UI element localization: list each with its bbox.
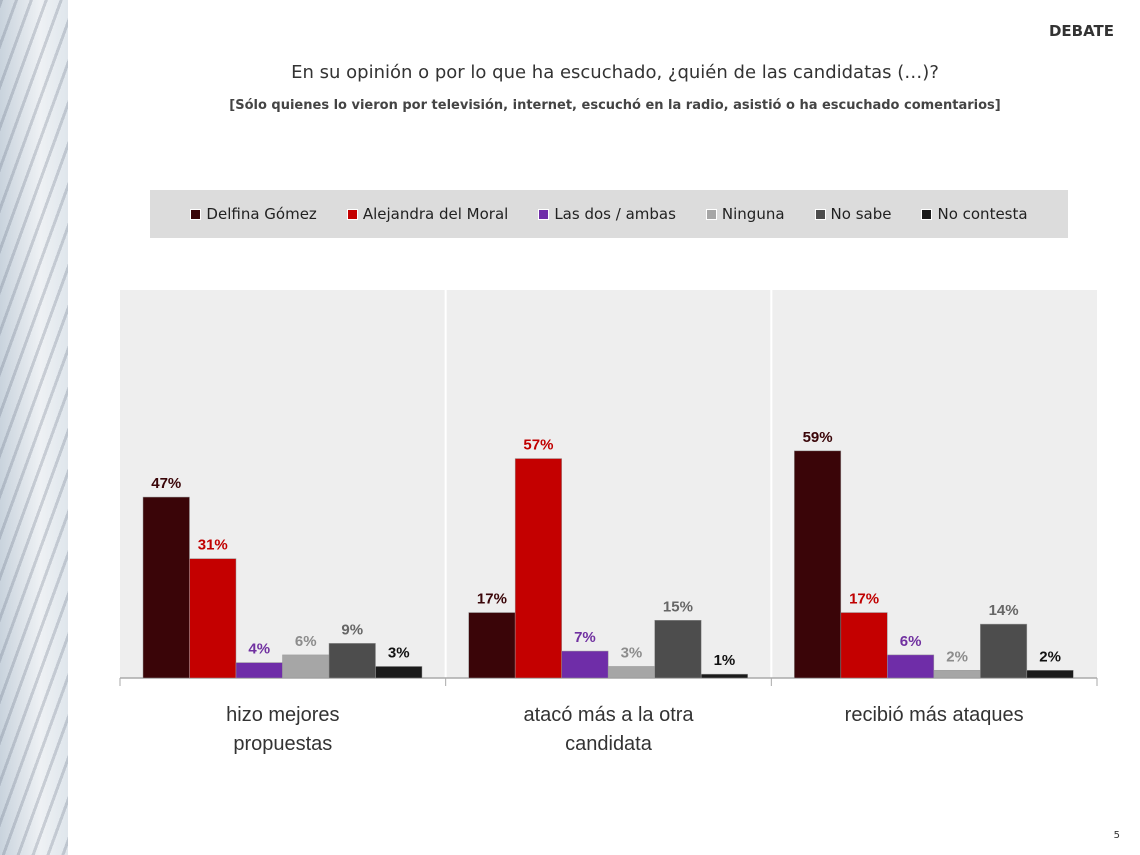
bar (282, 654, 330, 679)
legend: Delfina Gómez Alejandra del Moral Las dos … (150, 190, 1068, 238)
bar (142, 496, 190, 679)
data-label: 9% (341, 621, 363, 638)
data-label: 2% (946, 648, 968, 665)
bar (840, 612, 888, 679)
data-label: 4% (248, 641, 270, 658)
legend-item: Alejandra del Moral (346, 205, 509, 223)
bar (980, 623, 1028, 679)
data-label: 59% (803, 429, 833, 446)
legend-label: No contesta (937, 205, 1028, 223)
bar (607, 666, 655, 679)
bar (700, 673, 748, 679)
legend-label: Alejandra del Moral (362, 205, 509, 223)
legend-swatch (705, 208, 717, 220)
decorative-side-image (0, 0, 68, 855)
data-label: 17% (477, 591, 507, 608)
data-label: 6% (295, 633, 317, 650)
legend-item: No sabe (814, 205, 892, 223)
data-label: 6% (900, 633, 922, 650)
data-label: 17% (849, 591, 879, 608)
data-label: 14% (989, 602, 1019, 619)
bar (468, 612, 516, 679)
legend-swatch (814, 208, 826, 220)
category-label: atacó más a la otra candidata (523, 704, 694, 755)
data-label: 1% (714, 652, 736, 669)
legend-swatch (921, 208, 933, 220)
data-label: 47% (151, 475, 181, 492)
bar (794, 450, 842, 679)
bar (933, 670, 981, 679)
bar (1026, 670, 1074, 679)
data-label: 7% (574, 629, 596, 646)
bar (887, 654, 935, 679)
legend-label: Las dos / ambas (554, 205, 676, 223)
chart-title: En su opinión o por lo que ha escuchado,… (291, 62, 939, 83)
plot-area (120, 290, 1097, 678)
bar (514, 458, 562, 679)
chart-subtitle: [Sólo quienes lo vieron por televisión, … (229, 98, 1001, 113)
data-label: 31% (198, 537, 228, 554)
legend-swatch (538, 208, 550, 220)
legend-swatch (190, 208, 202, 220)
legend-label: No sabe (830, 205, 892, 223)
legend-item: No contesta (921, 205, 1028, 223)
data-label: 3% (388, 644, 410, 661)
legend-label: Delfina Gómez (206, 205, 317, 223)
legend-item: Ninguna (705, 205, 785, 223)
data-label: 15% (663, 598, 693, 615)
page-number: 5 (1113, 830, 1120, 841)
data-label: 3% (621, 644, 643, 661)
legend-item: Delfina Gómez (190, 205, 317, 223)
bar (561, 650, 609, 679)
legend-label: Ninguna (721, 205, 785, 223)
category-label: recibió más ataques (845, 704, 1024, 726)
legend-swatch (346, 208, 358, 220)
bar (189, 558, 237, 679)
bar (375, 666, 423, 679)
data-label: 2% (1039, 648, 1061, 665)
category-label: hizo mejores propuestas (226, 704, 339, 755)
bar (654, 620, 702, 679)
section-badge: DEBATE (1048, 22, 1114, 40)
data-label: 57% (523, 437, 553, 454)
bar (328, 643, 376, 679)
bar (235, 662, 283, 679)
legend-item: Las dos / ambas (538, 205, 676, 223)
